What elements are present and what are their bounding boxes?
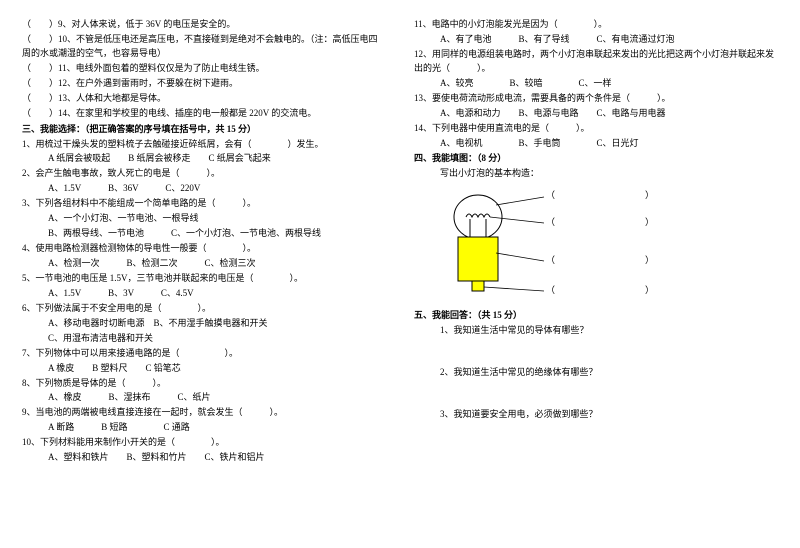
q14: 14、下列电器中使用直流电的是（ ）。 bbox=[414, 122, 778, 136]
section-3-title: 三、我能选择：（把正确答案的序号填在括号中，共 15 分） bbox=[22, 123, 386, 137]
q13: 13、要使电荷流动形成电流，需要具备的两个条件是（ ）。 bbox=[414, 92, 778, 106]
section-4-title: 四、我能填图：（8 分） bbox=[414, 152, 778, 166]
q2: 2、会产生触电事故，致人死亡的电是（ ）。 bbox=[22, 167, 386, 181]
q6-option-ab: A、移动电器时切断电源 B、不用湿手触摸电器和开关 bbox=[22, 317, 386, 331]
q10: 10、下列材料能用来制作小开关的是（ ）。 bbox=[22, 436, 386, 450]
bulb-diagram: （ ） （ ） （ ） （ ） bbox=[426, 183, 686, 303]
q1-options: A 纸屑会被吸起 B 纸屑会被移走 C 纸屑会飞起来 bbox=[22, 152, 386, 166]
q5: 5、一节电池的电压是 1.5V，三节电池并联起来的电压是（ ）。 bbox=[22, 272, 386, 286]
q4-options: A、检测一次 B、检测二次 C、检测三次 bbox=[22, 257, 386, 271]
q6: 6、下列做法属于不安全用电的是（ ）。 bbox=[22, 302, 386, 316]
section-5-title: 五、我能回答：（共 15 分） bbox=[414, 309, 778, 323]
q5-2: 2、我知道生活中常见的绝缘体有哪些？ bbox=[414, 366, 778, 380]
q7: 7、下列物体中可以用来接通电路的是（ ）。 bbox=[22, 347, 386, 361]
q6-option-c: C、用湿布清洁电器和开关 bbox=[22, 332, 386, 346]
q3-option-bc: B、两根导线、一节电池 C、一个小灯泡、一节电池、两根导线 bbox=[22, 227, 386, 241]
tf-item: （ ）11、电线外面包着的塑料仅仅是为了防止电线生锈。 bbox=[22, 62, 386, 76]
q13-options: A、电源和动力 B、电源与电路 C、电路与用电器 bbox=[414, 107, 778, 121]
q1: 1、用梳过干燥头发的塑料梳子去触碰接近碎纸屑，会有（ ）发生。 bbox=[22, 138, 386, 152]
q14-options: A、电视机 B、手电筒 C、日光灯 bbox=[414, 137, 778, 151]
q7-options: A 橡皮 B 塑料尺 C 铅笔芯 bbox=[22, 362, 386, 376]
bulb-label-1: （ ） bbox=[546, 189, 654, 203]
q11-options: A、有了电池 B、有了导线 C、有电流通过灯泡 bbox=[414, 33, 778, 47]
bulb-label-4: （ ） bbox=[546, 284, 654, 298]
bulb-label-3: （ ） bbox=[546, 254, 654, 268]
q3: 3、下列各组材料中不能组成一个简单电路的是（ ）。 bbox=[22, 197, 386, 211]
right-column: 11、电路中的小灯泡能发光是因为（ ）。 A、有了电池 B、有了导线 C、有电流… bbox=[414, 18, 778, 530]
left-column: （ ）9、对人体来说，低于 36V 的电压是安全的。 （ ）10、不管是低压电还… bbox=[22, 18, 386, 530]
bulb-label-2: （ ） bbox=[546, 216, 654, 230]
q2-options: A、1.5V B、36V C、220V bbox=[22, 182, 386, 196]
q11: 11、电路中的小灯泡能发光是因为（ ）。 bbox=[414, 18, 778, 32]
q8: 8、下列物质是导体的是（ ）。 bbox=[22, 377, 386, 391]
tf-item: （ ）9、对人体来说，低于 36V 的电压是安全的。 bbox=[22, 18, 386, 32]
tf-item: （ ）14、在家里和学校里的电线、插座的电一般都是 220V 的交流电。 bbox=[22, 107, 386, 121]
q12-options: A、较亮 B、较暗 C、一样 bbox=[414, 77, 778, 91]
q5-options: A、1.5V B、3V C、4.5V bbox=[22, 287, 386, 301]
tf-item: （ ）10、不管是低压电还是高压电，不直接碰到是绝对不会触电的。（注：高低压电四… bbox=[22, 33, 386, 61]
q5-3: 3、我知道要安全用电，必须做到哪些？ bbox=[414, 408, 778, 422]
tf-item: （ ）12、在户外遇到雷雨时，不要躲在树下避雨。 bbox=[22, 77, 386, 91]
section-4-subtitle: 写出小灯泡的基本构造： bbox=[414, 167, 778, 181]
q5-1: 1、我知道生活中常见的导体有哪些？ bbox=[414, 324, 778, 338]
tf-item: （ ）13、人体和大地都是导体。 bbox=[22, 92, 386, 106]
q10-options: A、塑料和铁片 B、塑料和竹片 C、铁片和铝片 bbox=[22, 451, 386, 465]
q4: 4、使用电路检测器检测物体的导电性一般要（ ）。 bbox=[22, 242, 386, 256]
q12: 12、用同样的电源组装电路时，两个小灯泡串联起来发出的光比把这两个小灯泡并联起来… bbox=[414, 48, 778, 76]
q3-option-a: A、一个小灯泡、一节电池、一根导线 bbox=[22, 212, 386, 226]
q9: 9、当电池的两端被电线直接连接在一起时，就会发生（ ）。 bbox=[22, 406, 386, 420]
q8-options: A、橡皮 B、湿抹布 C、纸片 bbox=[22, 391, 386, 405]
q9-options: A 断路 B 短路 C 通路 bbox=[22, 421, 386, 435]
